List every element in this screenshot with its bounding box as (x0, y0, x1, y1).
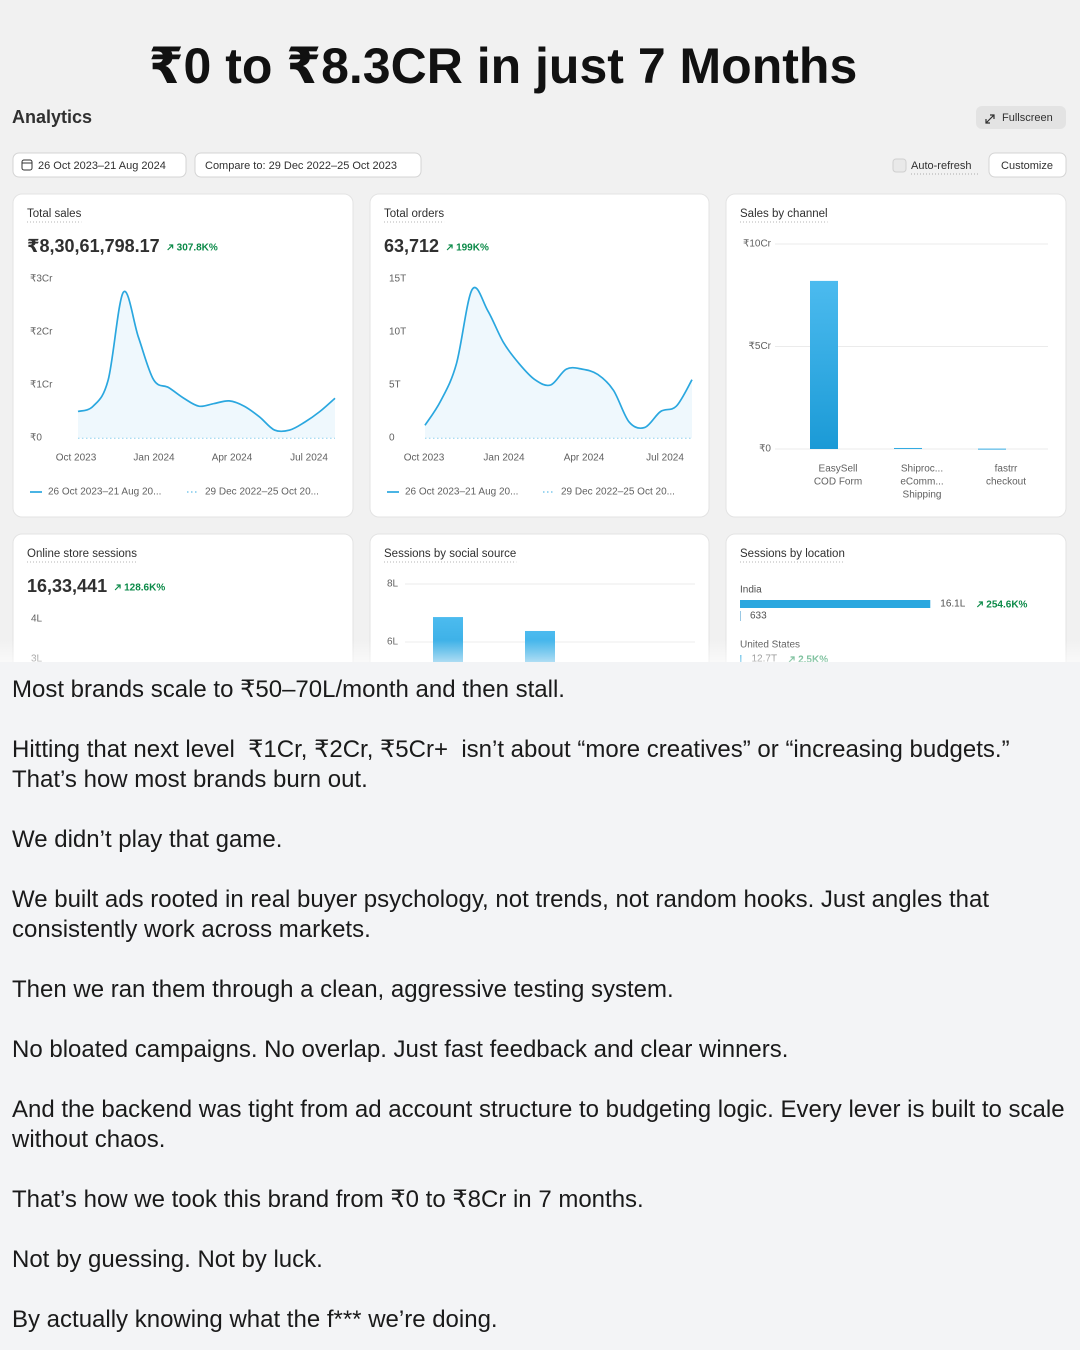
card (725, 533, 1067, 662)
fullscreen-label: Fullscreen (1002, 112, 1053, 124)
x-tick-label: eComm... (900, 477, 943, 488)
date-range-label: 26 Oct 2023–21 Aug 2024 (38, 160, 166, 172)
row-label: India (740, 585, 762, 596)
bar (978, 448, 1006, 450)
y-tick-label: ₹2Cr (30, 327, 53, 338)
x-tick-label: EasySell (819, 464, 858, 475)
bar (810, 280, 838, 449)
change-arrow (446, 244, 453, 251)
card-total: 63,712 (384, 236, 439, 256)
x-tick-label: Shiproc... (901, 464, 943, 475)
paragraph: No bloated campaigns. No overlap. Just f… (12, 1036, 789, 1063)
y-tick-label: ₹5Cr (749, 341, 772, 352)
series-line (424, 286, 693, 430)
area-fill (78, 291, 335, 438)
y-tick-label: ₹0 (30, 433, 42, 444)
x-tick-label: Jul 2024 (646, 453, 684, 464)
card-total: 16,33,441 (27, 576, 107, 596)
customize-button[interactable] (988, 152, 1067, 178)
card-title: Total sales (27, 208, 82, 220)
date-range-button[interactable] (12, 152, 187, 178)
row-change: 254.6K% (986, 600, 1027, 611)
y-tick-label: 0 (389, 433, 395, 444)
card-change: 307.8K% (177, 243, 218, 254)
calendar-icon (21, 159, 33, 171)
paragraph: Then we ran them through a clean, aggres… (12, 976, 674, 1003)
y-tick-label: 5T (389, 380, 401, 391)
customize-label: Customize (1001, 160, 1053, 172)
legend-label: 26 Oct 2023–21 Aug 20... (48, 487, 161, 498)
x-tick-label: COD Form (814, 477, 862, 488)
area-fill (425, 287, 692, 438)
y-tick-label: ₹1Cr (30, 380, 53, 391)
x-tick-label: Jul 2024 (290, 453, 328, 464)
x-tick-label: Apr 2024 (212, 453, 253, 464)
auto-refresh-checkbox[interactable] (892, 158, 907, 173)
y-tick-label: ₹10Cr (743, 239, 772, 250)
x-tick-label: Jan 2024 (133, 453, 175, 464)
y-tick-label: ₹0 (759, 444, 771, 455)
card-change: 128.6K% (124, 583, 165, 594)
card-title: Total orders (384, 208, 444, 220)
headline: ₹0 to ₹8.3CR in just 7 Months (149, 38, 858, 94)
card (12, 533, 354, 662)
x-tick-label: Oct 2023 (404, 453, 445, 464)
bar (894, 447, 922, 449)
legend-label: 29 Dec 2022–25 Oct 20... (561, 487, 675, 498)
legend-label: 29 Dec 2022–25 Oct 20... (205, 487, 319, 498)
card-title: Sales by channel (740, 208, 828, 220)
y-tick-label: 10T (389, 327, 406, 338)
compare-button[interactable] (194, 152, 422, 178)
card-title: Online store sessions (27, 548, 137, 560)
change-arrow (114, 584, 121, 591)
paragraph: Hitting that next level ₹1Cr, ₹2Cr, ₹5Cr… (12, 736, 1016, 793)
bottom-fade (0, 640, 1080, 662)
value-label: 16.1L (940, 599, 965, 610)
y-tick-label: 4L (31, 614, 43, 625)
x-tick-label: Apr 2024 (564, 453, 605, 464)
change-arrow (976, 601, 983, 608)
card-total: ₹8,30,61,798.17 (27, 236, 160, 256)
change-arrow (167, 244, 174, 251)
fullscreen-icon (985, 114, 995, 124)
x-tick-label: checkout (986, 477, 1026, 488)
bar (740, 600, 931, 608)
auto-refresh-label: Auto-refresh (911, 160, 972, 172)
dashboard: ₹0 to ₹8.3CR in just 7 Months Analytics … (0, 0, 1080, 662)
x-tick-label: fastrr (995, 464, 1018, 475)
legend-label: 26 Oct 2023–21 Aug 20... (405, 487, 518, 498)
y-tick-label: 8L (387, 579, 399, 590)
previous-label: 633 (750, 611, 767, 622)
paragraph: Not by guessing. Not by luck. (12, 1246, 323, 1273)
paragraph: Most brands scale to ₹50–70L/month and t… (12, 676, 565, 703)
card-title: Sessions by location (740, 548, 845, 560)
paragraph: That’s how we took this brand from ₹0 to… (12, 1186, 644, 1213)
card-change: 199K% (456, 243, 489, 254)
compare-label: Compare to: 29 Dec 2022–25 Oct 2023 (205, 160, 397, 172)
body-text: Most brands scale to ₹50–70L/month and t… (12, 675, 1068, 1350)
paragraph: By actually knowing what the f*** we’re … (12, 1306, 498, 1333)
paragraph: We didn’t play that game. (12, 826, 283, 853)
x-tick-label: Shipping (903, 490, 942, 501)
page-title: Analytics (12, 107, 92, 127)
x-tick-label: Oct 2023 (56, 453, 97, 464)
card-title: Sessions by social source (384, 548, 516, 560)
series-line (77, 290, 336, 433)
paragraph: And the backend was tight from ad accoun… (12, 1096, 1072, 1153)
y-tick-label: 15T (389, 274, 406, 285)
paragraph: We built ads rooted in real buyer psycho… (12, 886, 996, 943)
y-tick-label: ₹3Cr (30, 274, 53, 285)
fullscreen-button[interactable] (976, 106, 1066, 129)
x-tick-label: Jan 2024 (483, 453, 525, 464)
